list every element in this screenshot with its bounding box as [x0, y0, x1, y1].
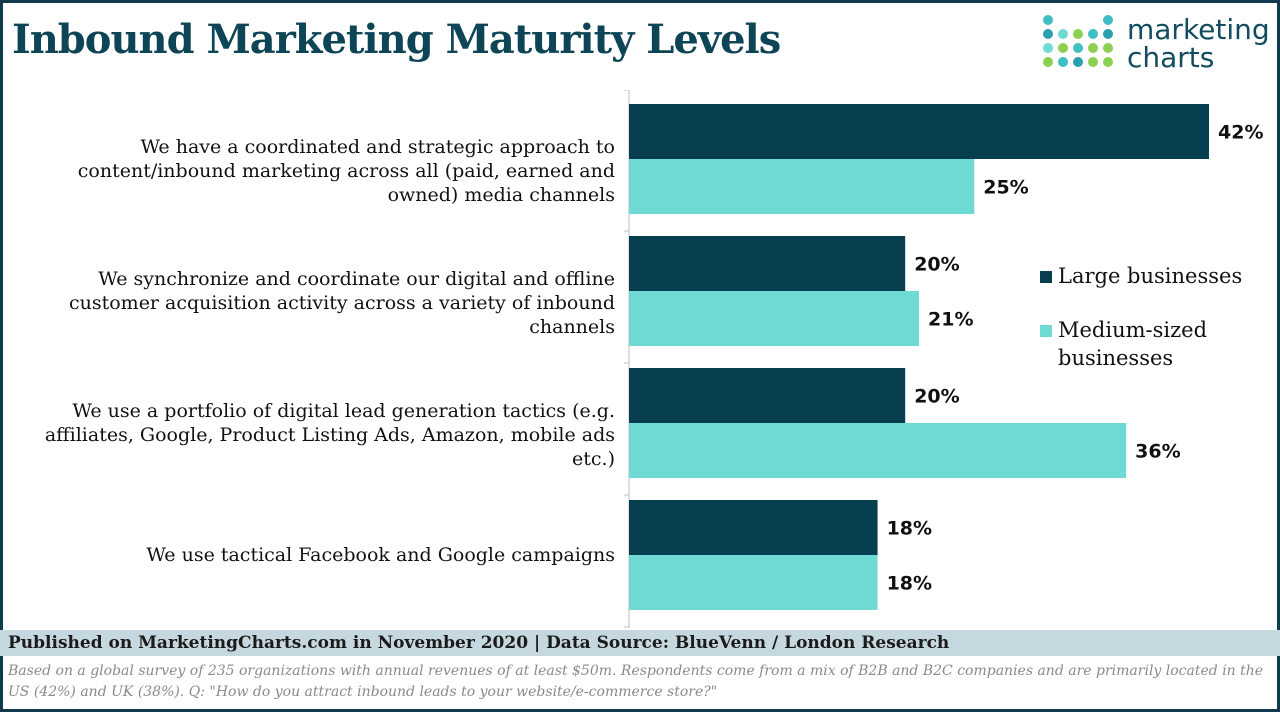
data-label-medium-3: 36% [1135, 441, 1180, 463]
logo-dot [1103, 15, 1113, 25]
frame-top [0, 0, 1280, 3]
logo-dot [1058, 43, 1068, 53]
chart-plot: 42% 25% 20% 21% 20% 36% 18% 18% [624, 89, 1263, 628]
logo-dot [1058, 57, 1068, 67]
logo-dot [1073, 29, 1083, 39]
legend-label-large: Large businesses [1058, 264, 1243, 288]
frame-left [0, 0, 3, 712]
logo-dot [1043, 57, 1053, 67]
data-label-medium-1: 25% [983, 177, 1028, 199]
bar-large-3 [629, 368, 906, 423]
bar-medium-2 [629, 291, 919, 346]
legend-swatch-large [1040, 271, 1052, 283]
chart-title: Inbound Marketing Maturity Levels [12, 16, 781, 63]
logo-dot [1058, 29, 1068, 39]
bar-large-1 [629, 104, 1209, 159]
logo-text: marketing charts [1127, 16, 1270, 72]
category-label-3: We use a portfolio of digital lead gener… [44, 400, 615, 470]
bar-chart: We have a coordinated and strategic appr… [0, 89, 1280, 634]
logo-dot [1088, 29, 1098, 39]
logo-dot [1043, 29, 1053, 39]
source-text: Published on MarketingCharts.com in Nove… [8, 633, 950, 653]
legend-item-large: Large businesses [1040, 262, 1242, 290]
logo-dot [1103, 57, 1113, 67]
bar-medium-4 [629, 555, 878, 610]
category-label-4: We use tactical Facebook and Google camp… [146, 544, 615, 566]
frame-bottom [0, 709, 1280, 712]
methodology-note: Based on a global survey of 235 organiza… [8, 663, 1264, 700]
source-bar: Published on MarketingCharts.com in Nove… [0, 630, 1280, 656]
logo-dot [1103, 29, 1113, 39]
logo-line1: marketing [1127, 13, 1270, 46]
data-label-medium-4: 18% [887, 573, 932, 595]
logo-dot [1043, 43, 1053, 53]
logo-dot [1088, 57, 1098, 67]
logo-dot [1043, 15, 1053, 25]
data-label-medium-2: 21% [928, 309, 973, 331]
logo-dot [1073, 57, 1083, 67]
logo-dot [1088, 43, 1098, 53]
logo-line2: charts [1127, 41, 1215, 74]
data-label-large-4: 18% [887, 518, 932, 540]
bar-large-2 [629, 236, 906, 291]
logo-dots-icon [1043, 15, 1113, 67]
data-label-large-1: 42% [1218, 122, 1263, 144]
marketingcharts-logo: marketing charts [1040, 14, 1270, 78]
legend-label-medium: Medium-sized businesses [1058, 318, 1208, 370]
bar-medium-3 [629, 423, 1127, 478]
logo-dot [1073, 43, 1083, 53]
legend-item-medium: Medium-sized businesses [1040, 316, 1228, 372]
data-label-large-2: 20% [914, 254, 959, 276]
legend-swatch-medium [1040, 325, 1052, 337]
bar-medium-1 [629, 159, 975, 214]
data-label-large-3: 20% [914, 386, 959, 408]
logo-dot [1103, 43, 1113, 53]
frame-right [1277, 0, 1280, 712]
bar-large-4 [629, 500, 878, 555]
category-label-2: We synchronize and coordinate our digita… [68, 268, 615, 338]
category-label-1: We have a coordinated and strategic appr… [77, 136, 615, 206]
legend: Large businesses Medium-sized businesses [1040, 262, 1242, 372]
